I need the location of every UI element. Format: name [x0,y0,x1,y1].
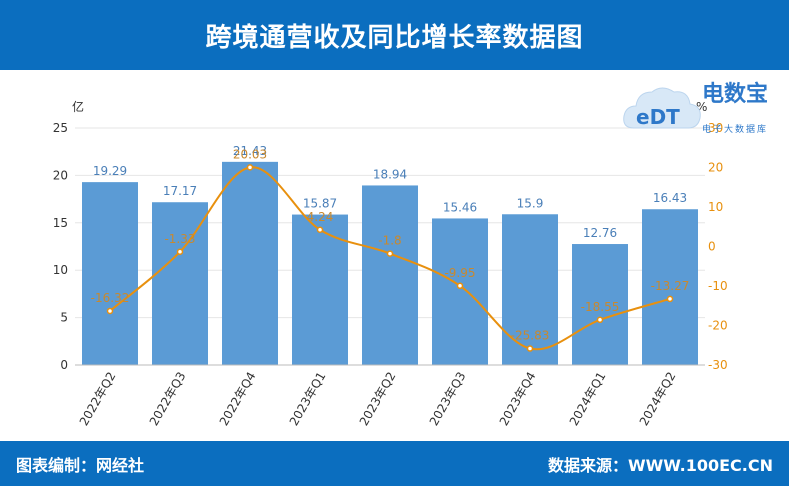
growth-value-label: -16.32 [91,291,130,305]
bar [572,244,628,365]
growth-value-label: -13.27 [651,279,690,293]
y-right-tick-label: 20 [708,161,723,175]
y-left-unit-label: 亿 [72,99,84,114]
bar [642,209,698,365]
growth-point [526,345,534,352]
x-tick-label: 2022年Q4 [217,370,259,429]
bar-value-label: 21.43 [233,144,267,158]
y-right-tick-label: 0 [708,240,716,254]
growth-value-label: -18.55 [581,300,620,314]
y-left-tick-label: 5 [60,311,68,325]
growth-value-label: -1.8 [378,234,401,248]
growth-point [456,282,464,290]
x-tick-label: 2024年Q1 [567,370,609,429]
y-left-tick-label: 20 [53,168,68,182]
bar-value-label: 15.46 [443,200,477,214]
growth-point [176,248,184,256]
y-left-tick-label: 25 [53,121,68,135]
growth-value-label: -9.95 [444,266,475,280]
y-right-tick-label: -30 [708,358,728,372]
data-labels: 19.29 17.17 21.43 15.87 18.94 15.46 15.9 12.76 1… [91,144,690,343]
page-title: 跨境通营收及同比增长率数据图 [205,22,584,53]
bar-value-label: 17.17 [163,184,197,198]
bar-value-label: 16.43 [653,191,687,205]
x-tick-label: 2024年Q2 [637,370,679,429]
y-right-tick-label: 30 [708,121,723,135]
growth-line-path [109,166,671,351]
x-tick-label: 2022年Q3 [147,370,189,429]
bar [362,185,418,365]
chart: 19.29 17.17 21.43 15.87 18.94 15.46 15.9 12.76 1… [53,99,728,429]
bar [502,214,558,365]
x-tick-label: 2023年Q4 [497,370,539,429]
bar-value-label: 15.87 [303,197,337,211]
logo-sub: 电子大数据库 [702,125,769,135]
bar-value-label: 18.94 [373,167,407,181]
x-tick-label: 2022年Q2 [77,370,119,429]
x-tick-label: 2023年Q1 [287,370,329,429]
footer-credit: 图表编制：网经社 [16,455,145,475]
logo-brand: 电数宝 [702,82,769,107]
bar [292,214,348,365]
growth-value-label: -25.83 [511,329,550,343]
y-left-tick-label: 10 [53,263,68,277]
growth-value-label: 20.03 [233,147,267,161]
growth-point [106,307,114,315]
y-right-tick-label: -10 [708,279,728,293]
bar [222,161,278,365]
y-right-tick-label: 10 [708,200,723,214]
y-left-tick-label: 0 [60,358,68,372]
growth-line [106,164,674,352]
footer-bar: 图表编制：网经社 数据来源：WWW.100EC.CN [0,441,789,486]
footer-source: 数据来源：WWW.100EC.CN [547,455,773,475]
header-bar: 跨境通营收及同比增长率数据图 [0,0,789,70]
x-tick-label: 2023年Q2 [357,370,399,429]
logo: eDT 电数宝 电子大数据库 [622,74,782,138]
growth-point [316,226,324,234]
growth-point [666,295,674,303]
growth-point [596,316,604,324]
bars [82,161,698,365]
y-left-tick-label: 15 [53,216,68,230]
growth-point [386,250,394,257]
x-tick-label: 2023年Q3 [427,370,469,429]
y-right-tick-label: -20 [708,319,728,333]
bar [432,218,488,365]
growth-value-label: -1.33 [164,232,195,246]
cloud-logo-icon: eDT [623,87,701,129]
growth-point [246,164,254,171]
bar-value-label: 19.29 [93,164,127,178]
logo-badge: eDT [636,105,680,129]
growth-value-label: 4.24 [307,210,334,224]
bar [152,202,208,365]
y-right-unit-label: % [696,100,707,114]
bar-value-label: 15.9 [517,196,544,210]
bar-value-label: 12.76 [583,226,617,240]
bar [82,182,138,365]
